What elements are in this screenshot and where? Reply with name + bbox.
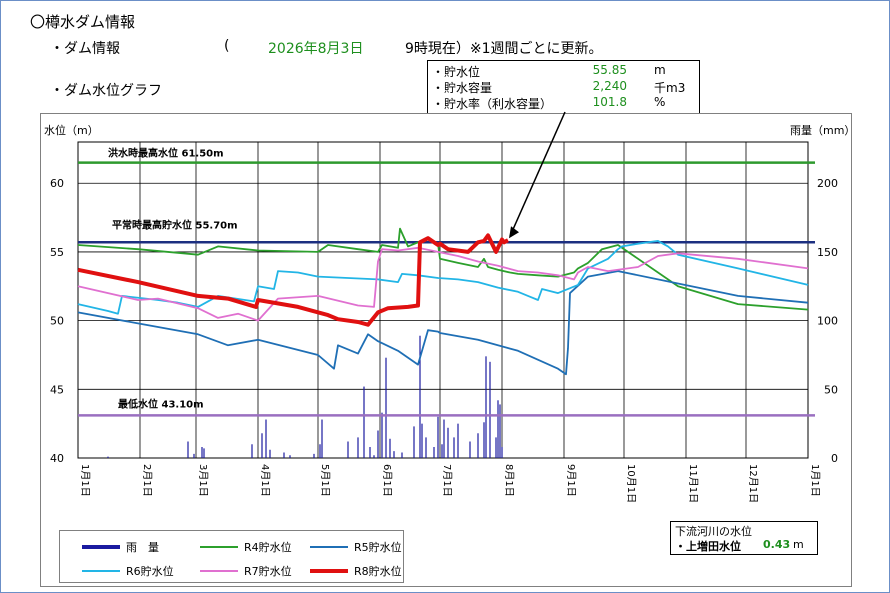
update-note: 9時現在）※1週間ごとに更新。 — [405, 41, 603, 57]
legend-swatch-r7 — [200, 570, 238, 572]
legend-label: R6貯水位 — [126, 565, 174, 578]
y-tick-label-right: 0 — [831, 452, 838, 465]
x-tick-label: 7月1日 — [441, 464, 453, 497]
legend-label: R8貯水位 — [354, 565, 402, 578]
x-tick-label: 6月1日 — [381, 464, 393, 497]
info-row-level: ・貯水位 55.85 m — [432, 63, 697, 79]
info-unit: 千m3 — [654, 81, 686, 95]
pointer-arrowhead — [509, 226, 519, 239]
downstream-level-box: 下流河川の水位 ・上増田水位 0.43 m — [670, 521, 818, 555]
info-value: 2,240 — [592, 79, 627, 93]
y-tick-label-left: 45 — [50, 383, 64, 396]
series-line-r7 — [77, 246, 809, 322]
x-tick-label: 1月1日 — [809, 464, 821, 497]
date-paren: ( — [224, 38, 230, 54]
legend-swatch-rain — [82, 545, 120, 549]
legend-swatch-r6 — [82, 570, 120, 572]
downstream-value: 0.43 — [763, 538, 791, 551]
y-tick-label-left: 55 — [50, 246, 64, 259]
legend-label: 雨 量 — [126, 541, 159, 554]
info-row-volume: ・貯水容量 2,240 千m3 — [432, 79, 697, 95]
legend-label: R5貯水位 — [354, 541, 402, 554]
info-label: ・貯水率（利水容量） — [432, 97, 553, 111]
info-unit: m — [654, 63, 666, 77]
x-tick-label: 10月1日 — [625, 464, 637, 503]
series-line-r5 — [77, 270, 809, 376]
info-label: ・貯水容量 — [432, 81, 493, 95]
reference-line-label: 平常時最高貯水位 55.70m — [112, 218, 238, 231]
graph-label: ・ダム水位グラフ — [50, 83, 162, 99]
current-level-pointer — [509, 111, 566, 237]
x-tick-label: 1月1日 — [79, 464, 91, 497]
y-axis-label-right: 雨量（mm） — [790, 124, 855, 137]
y-tick-label-right: 150 — [817, 246, 838, 259]
info-unit: % — [654, 95, 666, 109]
x-tick-label: 11月1日 — [687, 464, 699, 503]
dam-info-label: ・ダム情報 — [50, 41, 120, 57]
y-axis-label-left: 水位（m） — [44, 123, 99, 137]
chart-area — [40, 113, 852, 587]
legend-swatch-r5 — [310, 546, 348, 548]
y-tick-label-right: 50 — [824, 383, 838, 396]
y-tick-label-right: 100 — [817, 315, 838, 328]
plot-area — [77, 141, 809, 459]
legend-swatch-r4 — [200, 546, 238, 548]
x-tick-label: 9月1日 — [565, 464, 577, 497]
downstream-label: ・上増田水位 — [675, 540, 741, 553]
y-tick-label-left: 40 — [50, 452, 64, 465]
chart-legend: 雨 量 R4貯水位 R5貯水位 R6貯水位 R7貯水位 R8貯水位 — [59, 530, 404, 583]
series-line-r4 — [77, 227, 809, 311]
x-tick-label: 5月1日 — [319, 464, 331, 497]
y-tick-label-left: 50 — [50, 315, 64, 328]
downstream-unit: m — [793, 538, 804, 551]
reference-line-label: 洪水時最高水位 61.50m — [108, 147, 224, 160]
reference-line-label: 最低水位 43.10m — [118, 397, 204, 410]
series-line-r8 — [77, 233, 509, 327]
x-tick-label: 12月1日 — [747, 464, 759, 503]
info-value: 101.8 — [592, 95, 627, 109]
page-title: 〇樽水ダム情報 — [30, 13, 136, 31]
x-tick-label: 4月1日 — [259, 464, 271, 497]
y-tick-label-left: 60 — [50, 177, 64, 190]
x-tick-label: 3月1日 — [197, 464, 209, 497]
y-tick-label-right: 200 — [817, 177, 838, 190]
x-tick-label: 2月1日 — [141, 464, 153, 497]
info-row-rate: ・貯水率（利水容量） 101.8 % — [432, 95, 697, 111]
info-value: 55.85 — [592, 63, 627, 77]
legend-label: R4貯水位 — [244, 541, 292, 554]
legend-label: R7貯水位 — [244, 565, 292, 578]
series-line-r6 — [77, 239, 809, 315]
downstream-title: 下流河川の水位 — [675, 525, 752, 538]
legend-swatch-r8 — [310, 569, 348, 573]
info-label: ・貯水位 — [432, 65, 481, 79]
x-tick-label: 8月1日 — [503, 464, 515, 497]
current-date: 2026年8月3日 — [268, 41, 364, 57]
